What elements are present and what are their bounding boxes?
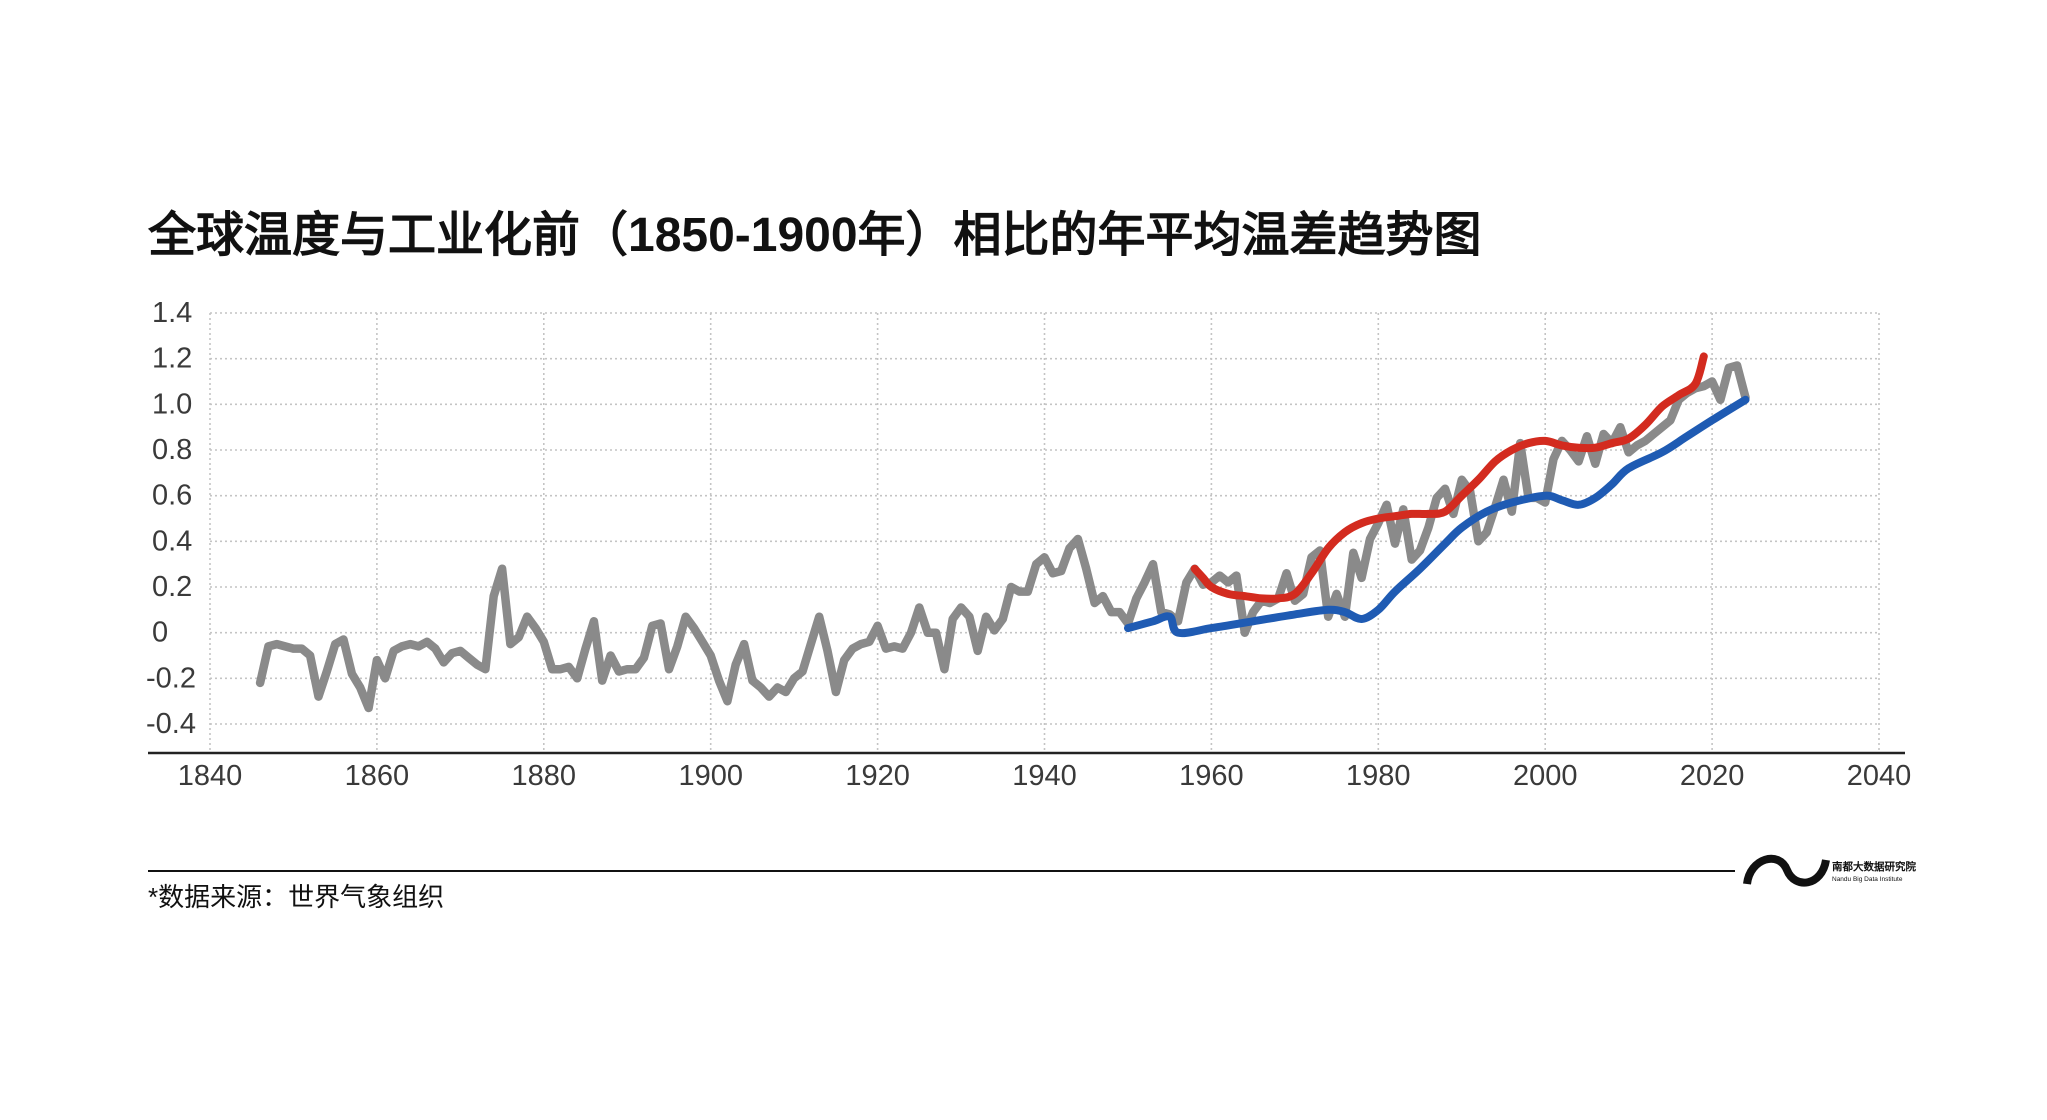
x-tick-label: 1860 — [345, 760, 410, 792]
data-source-note: *数据来源：世界气象组织 — [148, 882, 445, 912]
x-tick-label: 1880 — [512, 760, 577, 792]
y-tick-labels: 1.4 1.2 1.0 0.8 0.6 0.4 0.2 0 -0.2 -0.4 — [146, 297, 196, 740]
x-tick-label: 2040 — [1847, 760, 1912, 792]
x-tick-label: 2000 — [1513, 760, 1578, 792]
x-tick-label: 1920 — [845, 760, 910, 792]
grid-lines — [209, 312, 1880, 753]
x-tick-label: 1840 — [178, 760, 243, 792]
x-tick-label: 1900 — [678, 760, 743, 792]
logo-name-cn: 南都大数据研究院 — [1832, 860, 1916, 873]
x-tick-label: 2020 — [1680, 760, 1745, 792]
y-tick-label: 0.6 — [152, 480, 192, 512]
x-tick-label: 1980 — [1346, 760, 1411, 792]
x-tick-label: 1960 — [1179, 760, 1244, 792]
x-tick-label: 1940 — [1012, 760, 1077, 792]
footer-divider — [148, 870, 1735, 872]
y-tick-label: 1.2 — [152, 343, 192, 375]
nandu-wave-logo-icon — [1743, 854, 1830, 887]
blue-series-line — [1124, 395, 1750, 638]
x-tick-labels: 1840 1860 1880 1900 1920 1940 1960 1980 2000 2020… — [178, 760, 1912, 792]
logo-name-en: Nandu Big Data Institute — [1832, 876, 1903, 883]
gray-series-line — [255, 361, 1750, 713]
y-tick-label: 0.2 — [152, 571, 192, 603]
y-tick-label: -0.2 — [146, 662, 196, 694]
y-tick-label: 0.8 — [152, 434, 192, 466]
y-tick-label: 1.4 — [152, 297, 192, 329]
series-lines — [255, 352, 1750, 713]
red-series-line — [1190, 352, 1708, 603]
y-tick-label: 0.4 — [152, 525, 192, 557]
brand-logo: 南都大数据研究院 Nandu Big Data Institute — [1743, 854, 1916, 887]
y-tick-label: 0 — [152, 617, 168, 649]
chart-title: 全球温度与工业化前（1850-1900年）相比的年平均温差趋势图 — [148, 209, 1482, 262]
y-tick-label: -0.4 — [146, 708, 196, 740]
y-tick-label: 1.0 — [152, 388, 192, 420]
